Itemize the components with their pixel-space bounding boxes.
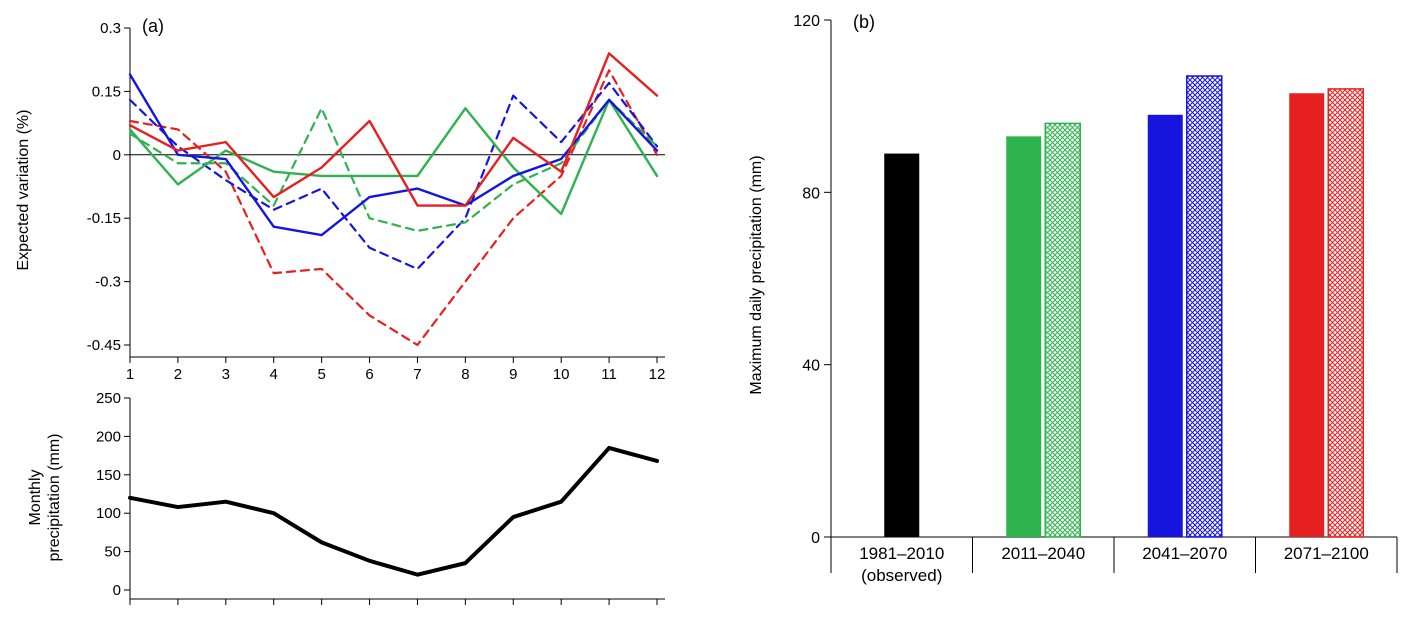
bar-2041-2070-hatched <box>1186 75 1223 538</box>
y-tick-label: 0.3 <box>100 20 121 37</box>
series-red-dashed <box>128 69 659 347</box>
bar-2041-2070-solid <box>1147 114 1183 538</box>
max-daily-precipitation-chart: 0 40 80 120 1981–2010 (observed) 2011–2040 2041… <box>793 13 1398 585</box>
series-observed-monthly-precipitation <box>128 445 659 577</box>
bar-2071-2100-solid <box>1289 93 1325 537</box>
series-blue-dashed <box>128 81 659 271</box>
y-tick-label: 120 <box>793 13 820 30</box>
y-tick-label: 50 <box>104 544 121 561</box>
category-label: 2041–2070 <box>1142 544 1227 563</box>
bar-2071-2100-hatched <box>1327 88 1364 538</box>
x-tick-label: 12 <box>649 366 666 383</box>
x-tick-label: 8 <box>461 366 469 383</box>
x-tick-label: 1 <box>126 366 134 383</box>
y-tick-label: 0 <box>113 582 121 599</box>
bar-2011-2040-solid <box>1006 136 1042 537</box>
x-tick-label: 3 <box>222 366 230 383</box>
y-tick-label: 80 <box>802 185 820 202</box>
panel-b-label: (b) <box>853 12 875 32</box>
expected-variation-chart: 0.30.150-0.15-0.3-0.451 2 3 4 5 6 7 8 9 10 11 12 <box>87 20 666 383</box>
x-tick-label: 2 <box>174 366 182 383</box>
y-tick-label: -0.15 <box>87 210 121 227</box>
x-tick-label: 7 <box>413 366 421 383</box>
panel-a-label: (a) <box>142 16 164 36</box>
y-tick-label: 250 <box>96 390 121 407</box>
y-tick-label: 40 <box>802 358 820 375</box>
y-tick-label: 0 <box>113 147 121 164</box>
series-red-solid <box>128 52 659 207</box>
category-label: 2011–2040 <box>1001 544 1085 563</box>
bar-observed <box>884 153 920 537</box>
y-tick-label: 150 <box>96 467 121 484</box>
y-tick-label: -0.3 <box>95 274 121 291</box>
monthly-precipitation-chart: 250 200 150 100 50 0 <box>96 390 665 605</box>
y-tick-label: 0.15 <box>92 83 121 100</box>
x-tick-label: 6 <box>365 366 373 383</box>
y-tick-label: -0.45 <box>87 337 121 354</box>
y-tick-label: 200 <box>96 428 121 445</box>
x-tick-label: 9 <box>509 366 517 383</box>
x-tick-label: 10 <box>553 366 570 383</box>
series-green-solid <box>128 98 659 216</box>
y-tick-label: 0 <box>811 530 820 547</box>
x-tick-label: 5 <box>317 366 325 383</box>
x-tick-label: 4 <box>270 366 278 383</box>
category-sublabel: (observed) <box>861 566 942 585</box>
y-tick-label: 100 <box>96 505 121 522</box>
category-label: 2071–2100 <box>1284 544 1369 563</box>
x-tick-label: 11 <box>601 366 617 383</box>
category-label: 1981–2010 <box>859 544 944 563</box>
bar-2011-2040-hatched <box>1044 122 1081 538</box>
